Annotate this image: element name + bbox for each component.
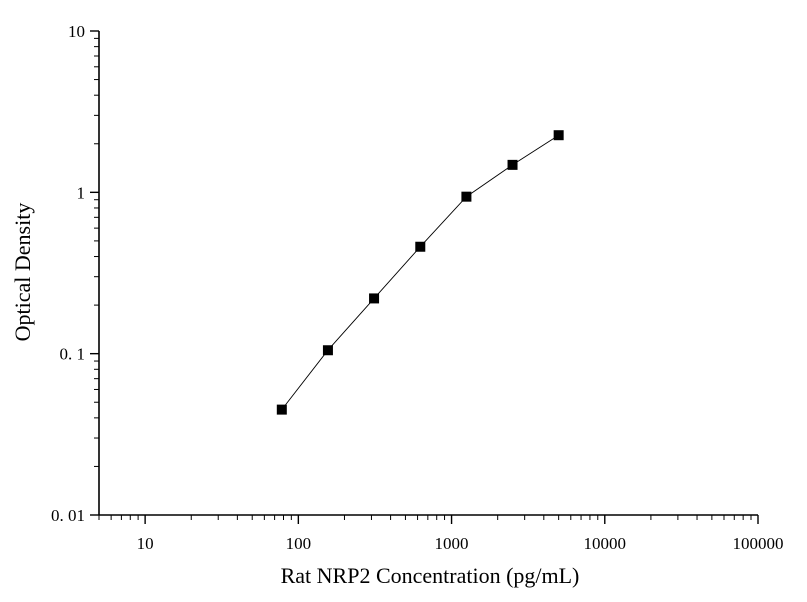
data-point (415, 241, 426, 252)
data-point (369, 293, 380, 304)
y-tick-labels: 0. 01 0. 1 1 10 (51, 22, 85, 525)
y-axis-title: Optical Density (10, 203, 35, 342)
minor-ticks (94, 37, 752, 520)
x-tick-label: 100000 (733, 534, 784, 553)
x-tick-label: 10000 (584, 534, 627, 553)
y-tick-label: 1 (77, 183, 86, 202)
y-tick-label: 0. 01 (51, 506, 85, 525)
x-tick-label: 100 (286, 534, 312, 553)
y-tick-label: 10 (68, 22, 85, 41)
data-point (322, 345, 333, 356)
data-point (276, 404, 287, 415)
data-point (553, 130, 564, 141)
x-tick-label: 1000 (435, 534, 469, 553)
data-point (461, 191, 472, 202)
data-point (507, 159, 518, 170)
x-tick-labels: 10 100 1000 10000 100000 (137, 534, 784, 553)
series-line (281, 134, 559, 410)
x-tick-label: 10 (137, 534, 154, 553)
data-points (276, 130, 564, 415)
x-axis-title: Rat NRP2 Concentration (pg/mL) (281, 563, 580, 588)
major-ticks (90, 30, 759, 524)
y-tick-label: 0. 1 (60, 345, 86, 364)
